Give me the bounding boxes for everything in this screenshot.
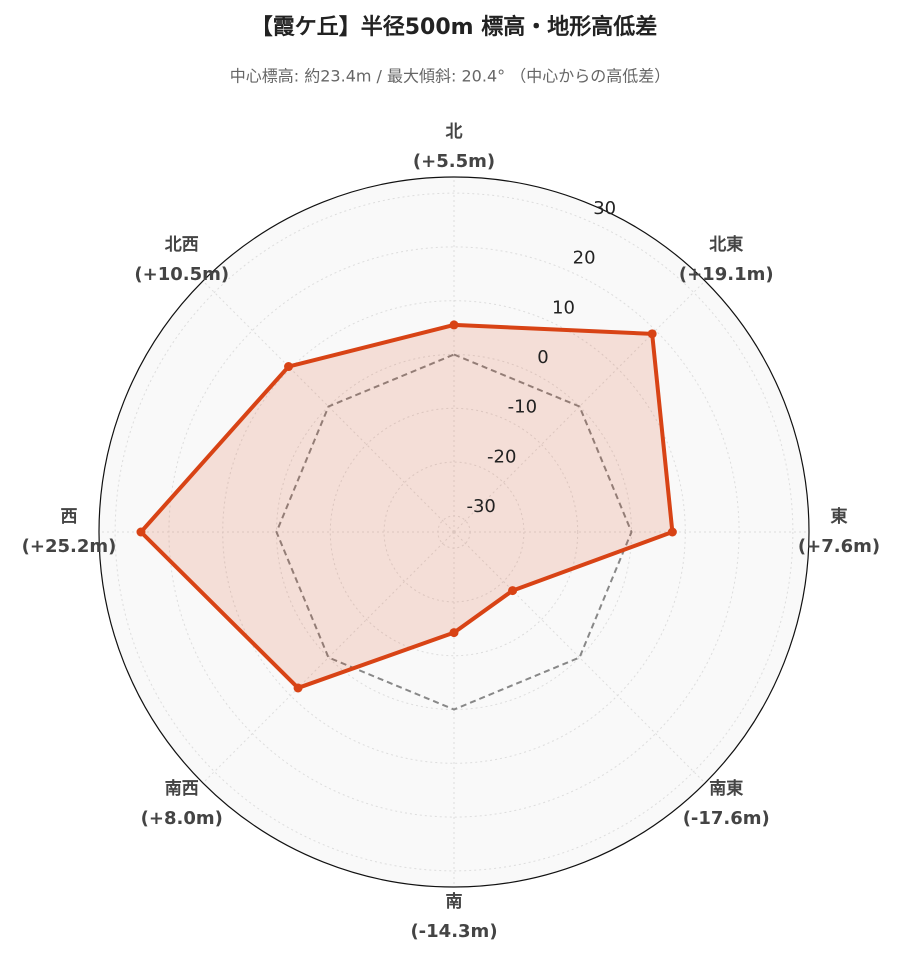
value-label: (+10.5m)	[134, 264, 229, 285]
data-point	[293, 683, 303, 693]
value-label: (+5.5m)	[413, 151, 495, 172]
data-point	[284, 362, 294, 372]
value-label: (+7.6m)	[798, 536, 880, 557]
spoke	[202, 280, 455, 533]
category-label: 南西	[165, 778, 199, 799]
r-tick-label: 0	[537, 347, 548, 368]
outer-ring	[98, 176, 810, 888]
grid-ring	[168, 246, 740, 818]
grid-ring	[383, 461, 525, 603]
zero-reference	[275, 353, 633, 711]
r-tick-label: 20	[573, 248, 596, 269]
category-label: 北	[446, 122, 463, 142]
grid-ring	[437, 515, 471, 549]
value-label: (-17.6m)	[683, 808, 770, 829]
category-label: 北西	[165, 235, 199, 255]
r-tick-label: -30	[466, 496, 495, 517]
chart-title: 【霞ケ丘】半径500m 標高・地形高低差	[251, 14, 658, 40]
r-tick-label: -20	[487, 446, 516, 467]
data-point	[508, 586, 518, 596]
category-label: 南東	[709, 778, 743, 799]
spoke	[202, 531, 455, 784]
data-point	[449, 628, 459, 638]
r-tick-label: 30	[593, 198, 616, 219]
grid-ring	[329, 407, 579, 657]
r-tick-label: 10	[552, 297, 575, 318]
data-point	[136, 527, 146, 537]
grid-ring	[114, 192, 794, 872]
spoke	[453, 531, 706, 784]
value-label: (+8.0m)	[141, 808, 223, 829]
data-point	[647, 329, 657, 339]
chart-subtitle: 中心標高: 約23.4m / 最大傾斜: 20.4° （中心からの高低差）	[230, 67, 670, 86]
data-point	[667, 527, 677, 537]
category-label: 東	[831, 506, 848, 527]
spoke	[453, 280, 706, 533]
value-label: (+25.2m)	[22, 536, 117, 557]
grid-ring	[222, 300, 686, 764]
category-label: 北東	[709, 234, 743, 255]
r-tick-label: -10	[508, 397, 537, 418]
value-label: (+19.1m)	[679, 264, 774, 285]
value-label: (-14.3m)	[410, 921, 497, 942]
data-point	[449, 320, 459, 330]
category-label: 西	[61, 507, 78, 527]
category-label: 南	[446, 891, 463, 912]
